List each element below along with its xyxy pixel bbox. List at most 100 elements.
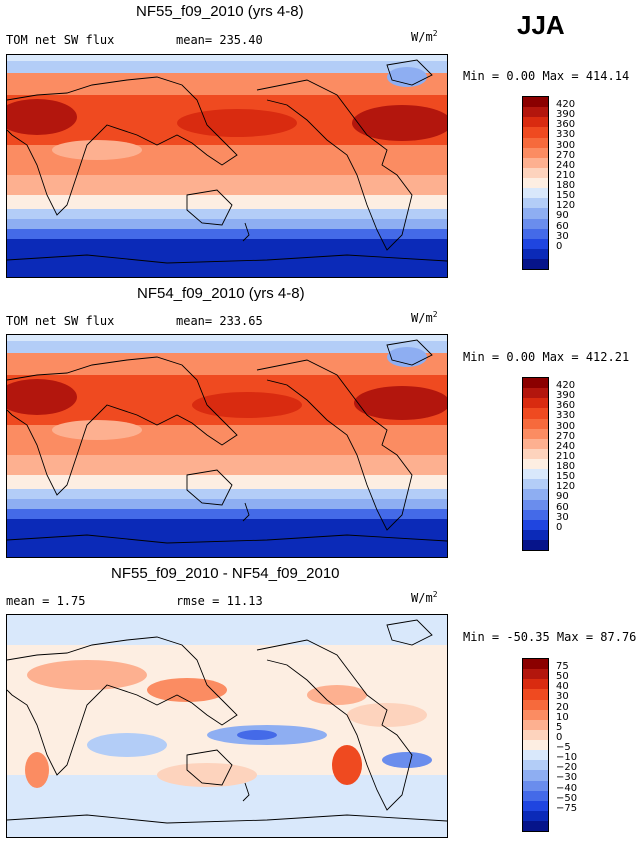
colorbar-tick-label: 420 [556,99,576,111]
colorbar-swatch [523,388,548,399]
panel-3-units: W/m2 [411,590,438,605]
panel-2-map [6,334,448,558]
colorbar-tick-label: 50 [556,671,569,683]
colorbar-swatch [523,228,548,239]
colorbar-tick-label: 240 [556,440,576,452]
colorbar-swatch [523,509,548,520]
panel-3-mean: mean = 1.75 [6,594,86,608]
colorbar-tick-label: 20 [556,701,569,713]
panel-3-title: NF55_f09_2010 - NF54_f09_2010 [111,565,340,582]
colorbar-swatch [523,107,548,118]
colorbar-tick-label: 75 [556,661,569,673]
colorbar-swatch [523,750,548,761]
colorbar-tick-label: 390 [556,390,576,402]
panel-2-colorbar [522,377,549,551]
colorbar-swatch [523,760,548,771]
colorbar-tick-label: 60 [556,501,569,513]
panel-1-variable-label: TOM net SW flux [6,33,115,47]
panel-1-mean: mean= 235.40 [176,33,263,47]
colorbar-swatch [523,428,548,439]
colorbar-swatch [523,770,548,781]
colorbar-swatch [523,248,548,259]
panel-3-coastlines [7,619,447,824]
colorbar-tick-label: −5 [556,742,571,754]
colorbar-swatch [523,780,548,791]
colorbar-swatch [523,529,548,540]
colorbar-tick-label: 360 [556,400,576,412]
colorbar-tick-label: 30 [556,691,569,703]
colorbar-swatch [523,259,548,270]
colorbar-tick-label: 90 [556,491,569,503]
colorbar-swatch [523,719,548,730]
colorbar-swatch [523,499,548,510]
panel-1-field [7,55,447,277]
colorbar-swatch [523,679,548,690]
colorbar-swatch [523,540,548,551]
colorbar-swatch [523,418,548,429]
colorbar-tick-label: −50 [556,792,578,804]
colorbar-tick-label: 420 [556,380,576,392]
panel-2-mean: mean= 233.65 [176,314,263,328]
colorbar-tick-label: 240 [556,159,576,171]
colorbar-swatch [523,438,548,449]
colorbar-swatch [523,699,548,710]
panel-3-map [6,614,448,838]
colorbar-tick-label: 180 [556,461,576,473]
colorbar-swatch [523,800,548,811]
panel-2-range: Min = 0.00 Max = 412.21 [463,350,630,364]
colorbar-swatch [523,198,548,209]
colorbar-swatch [523,659,548,670]
colorbar-tick-label: 0 [556,731,563,743]
colorbar-swatch [523,448,548,459]
colorbar-swatch [523,157,548,168]
colorbar-tick-label: 150 [556,190,576,202]
panel-1-title: NF55_f09_2010 (yrs 4-8) [136,3,304,20]
colorbar-tick-label: 10 [556,711,569,723]
panel-3-rmse: rmse = 11.13 [176,594,263,608]
colorbar-tick-label: 30 [556,511,569,523]
colorbar-tick-label: 5 [556,721,563,733]
colorbar-tick-label: 0 [556,521,563,533]
colorbar-tick-label: −40 [556,782,578,794]
colorbar-swatch [523,408,548,419]
colorbar-tick-label: 270 [556,430,576,442]
colorbar-swatch [523,147,548,158]
colorbar-swatch [523,479,548,490]
colorbar-swatch [523,218,548,229]
colorbar-tick-label: 330 [556,410,576,422]
colorbar-tick-label: 120 [556,481,576,493]
season-label: JJA [517,10,565,40]
colorbar-swatch [523,188,548,199]
colorbar-swatch [523,398,548,409]
colorbar-tick-label: 210 [556,450,576,462]
colorbar-swatch [523,810,548,821]
colorbar-tick-label: 0 [556,240,563,252]
colorbar-swatch [523,790,548,801]
colorbar-tick-label: 60 [556,220,569,232]
panel-1-units: W/m2 [411,29,438,44]
colorbar-tick-label: 270 [556,149,576,161]
colorbar-swatch [523,821,548,832]
colorbar-tick-label: 210 [556,169,576,181]
colorbar-tick-label: 330 [556,129,576,141]
colorbar-swatch [523,489,548,500]
colorbar-swatch [523,167,548,178]
colorbar-swatch [523,117,548,128]
colorbar-tick-label: 300 [556,139,576,151]
colorbar-tick-label: −10 [556,752,578,764]
colorbar-swatch [523,669,548,680]
colorbar-tick-label: 90 [556,210,569,222]
colorbar-swatch [523,729,548,740]
colorbar-tick-label: 150 [556,471,576,483]
panel-2-units: W/m2 [411,310,438,325]
colorbar-tick-label: 360 [556,119,576,131]
panel-1-colorbar [522,96,549,270]
colorbar-tick-label: 40 [556,681,569,693]
colorbar-swatch [523,519,548,530]
colorbar-tick-label: −75 [556,802,578,814]
colorbar-tick-label: 390 [556,109,576,121]
colorbar-tick-label: −20 [556,762,578,774]
colorbar-swatch [523,469,548,480]
panel-1-range: Min = 0.00 Max = 414.14 [463,69,630,83]
colorbar-swatch [523,178,548,189]
